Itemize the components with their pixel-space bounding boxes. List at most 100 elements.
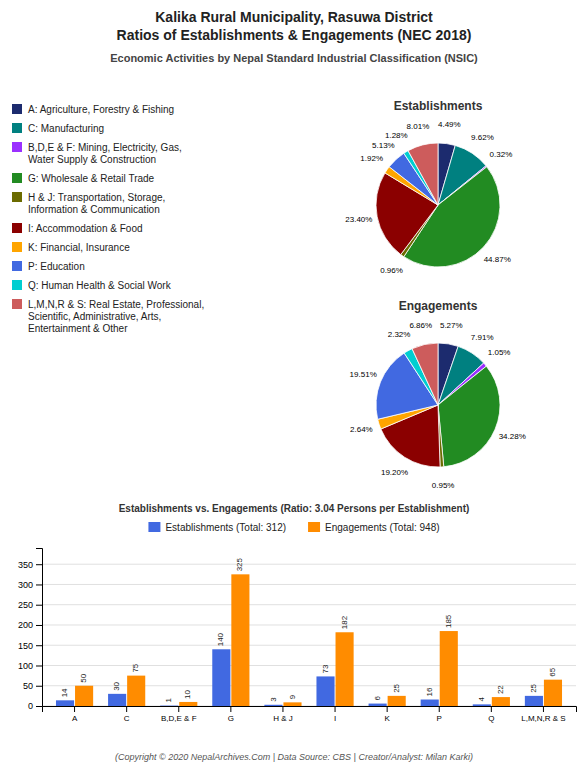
tick-mark <box>230 706 231 712</box>
legend-entry: Q: Human Health & Social Work <box>28 280 172 291</box>
data-label: 14 <box>60 688 69 697</box>
data-label: 6 <box>373 696 382 701</box>
tick-label: G <box>228 714 234 723</box>
data-label: 25 <box>529 683 538 692</box>
data-label: 7.91% <box>471 333 494 342</box>
legend-swatch <box>12 242 22 252</box>
grid-line <box>42 584 576 585</box>
y-tick: 0 <box>28 701 42 711</box>
pie-title: Engagements <box>399 299 478 313</box>
tick-mark <box>36 605 42 606</box>
x-axis: ACB,D,E & FGH & JIKPQL,M,N,R & S <box>43 706 577 723</box>
bar <box>127 676 145 706</box>
data-label: 22 <box>496 685 505 694</box>
bar <box>316 676 334 706</box>
bar <box>473 704 491 706</box>
x-tick: H & J <box>273 706 293 723</box>
data-label: 25 <box>392 683 401 692</box>
data-label: 23.40% <box>345 215 372 224</box>
data-label: 19.51% <box>350 370 377 379</box>
data-label: 9.62% <box>471 133 494 142</box>
grid-line <box>42 564 576 565</box>
legend: Establishments (Total: 312) Engagements (… <box>148 522 439 533</box>
tick-label: H & J <box>273 714 293 723</box>
pie-chart: 5.27%7.91%1.05%34.28%0.95%19.20%2.64%19.… <box>350 321 526 490</box>
chart-title: Establishments vs. Engagements (Ratio: 3… <box>119 503 470 514</box>
tick-label: Q <box>488 714 494 723</box>
legend-entry: G: Wholesale & Retail Trade <box>28 173 155 184</box>
legend-entry: Establishments (Total: 312) <box>165 522 286 533</box>
tick-label: B,D,E & F <box>161 714 197 723</box>
bar <box>492 697 510 706</box>
tick-mark <box>282 706 283 712</box>
legend-entry: I: Accommodation & Food <box>28 223 143 234</box>
y-tick: 200 <box>18 620 42 630</box>
data-label: 9 <box>288 694 297 699</box>
y-tick: 350 <box>18 560 42 570</box>
axis-line <box>43 707 577 713</box>
y-tick: 250 <box>18 600 42 610</box>
tick-label: I <box>334 714 336 723</box>
legend-entry: Engagements (Total: 948) <box>325 522 440 533</box>
tick-mark <box>439 706 440 712</box>
data-label: 16 <box>425 687 434 696</box>
data-label: 30 <box>112 681 121 690</box>
footer-note: (Copyright © 2020 NepalArchives.Com | Da… <box>115 752 473 762</box>
y-axis: 050100150200250300350 <box>18 549 43 712</box>
bar <box>525 696 543 706</box>
legend-entry: H & J: Transportation, Storage,Informati… <box>28 192 165 215</box>
tick-mark <box>36 645 42 646</box>
tick-label: A <box>72 714 78 723</box>
grid-line <box>42 665 576 666</box>
x-tick: K <box>384 706 390 723</box>
data-label: 8.01% <box>407 122 430 131</box>
data-label: 182 <box>340 615 349 629</box>
tick-label: 150 <box>18 641 33 651</box>
grid-line <box>42 645 576 646</box>
bar <box>160 705 178 706</box>
axis-line <box>36 549 43 707</box>
legend-swatch <box>148 522 160 532</box>
tick-mark <box>335 706 336 712</box>
legend-swatch <box>12 192 22 202</box>
legend-swatch <box>12 299 22 309</box>
legend-entry: B,D,E & F: Mining, Electricity, Gas,Wate… <box>28 142 182 165</box>
legend-entry: C: Manufacturing <box>28 123 104 134</box>
y-tick: 150 <box>18 641 42 651</box>
bars <box>56 574 562 706</box>
data-label: 1.28% <box>385 131 408 140</box>
data-label: 185 <box>444 614 453 628</box>
bar <box>283 702 301 706</box>
tick-label: K <box>384 714 390 723</box>
x-tick: Q <box>488 706 494 723</box>
data-label: 73 <box>321 664 330 673</box>
data-label: 44.87% <box>484 255 511 264</box>
tick-mark <box>36 625 42 626</box>
pie-slice <box>438 366 500 467</box>
data-label: 3 <box>269 697 278 702</box>
legend: A: Agriculture, Forestry & FishingC: Man… <box>12 104 204 334</box>
tick-mark <box>36 584 42 585</box>
grid-line <box>42 624 576 625</box>
pie-slices <box>376 343 500 467</box>
tick-label: 350 <box>18 560 33 570</box>
bar <box>212 649 230 706</box>
grid <box>42 564 576 706</box>
grid-line <box>42 604 576 605</box>
y-tick: 100 <box>18 661 42 671</box>
bar <box>544 680 562 706</box>
legend-swatch <box>12 280 22 290</box>
legend-entry: L,M,N,R & S: Real Estate, Professional,S… <box>28 299 204 334</box>
data-labels: 143011403736164255075103259182251852265 <box>60 557 557 702</box>
x-tick: B,D,E & F <box>161 706 197 723</box>
bar <box>75 686 93 706</box>
tick-label: P <box>437 714 442 723</box>
bar <box>421 700 439 706</box>
tick-label: L,M,N,R & S <box>521 714 565 723</box>
data-label: 1.05% <box>488 348 511 357</box>
bar <box>264 705 282 706</box>
legend-entry: K: Financial, Insurance <box>28 242 130 253</box>
pie-slice <box>408 143 438 205</box>
tick-mark <box>178 706 179 712</box>
legend-swatch <box>12 173 22 183</box>
